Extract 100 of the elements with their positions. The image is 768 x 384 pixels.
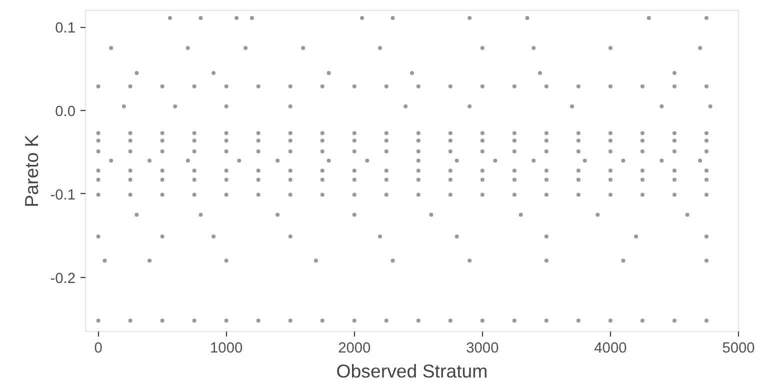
- point: [186, 158, 190, 163]
- point: [416, 192, 420, 197]
- point: [512, 138, 516, 143]
- point: [480, 318, 484, 323]
- point: [320, 149, 324, 154]
- point: [326, 158, 331, 163]
- point: [672, 149, 676, 154]
- point: [288, 168, 292, 173]
- point: [160, 192, 164, 197]
- point: [134, 212, 139, 217]
- point: [544, 318, 548, 323]
- point: [596, 212, 600, 217]
- point: [672, 131, 676, 136]
- point: [608, 46, 612, 50]
- point: [198, 212, 203, 217]
- point: [608, 138, 612, 143]
- point: [352, 192, 356, 197]
- point: [480, 178, 484, 182]
- point: [109, 46, 114, 50]
- point: [454, 158, 459, 163]
- point: [384, 149, 388, 154]
- point: [128, 168, 132, 173]
- point: [148, 258, 152, 263]
- point: [160, 84, 164, 88]
- x-axis-title: Observed Stratum: [336, 360, 488, 382]
- point: [621, 258, 626, 263]
- point: [128, 138, 132, 143]
- point: [576, 84, 580, 88]
- point: [96, 318, 100, 323]
- point: [704, 318, 708, 323]
- point: [378, 234, 382, 238]
- point: [640, 178, 644, 182]
- point: [416, 168, 420, 173]
- point: [468, 258, 472, 263]
- point: [416, 158, 420, 163]
- point: [96, 168, 100, 173]
- point: [102, 258, 107, 263]
- point: [224, 149, 228, 154]
- point: [134, 71, 139, 76]
- point: [672, 138, 676, 143]
- point: [704, 258, 708, 263]
- point: [544, 234, 548, 238]
- point: [512, 178, 516, 182]
- point: [212, 234, 216, 238]
- point: [352, 138, 356, 143]
- point: [256, 168, 260, 173]
- point: [544, 138, 548, 143]
- point: [640, 149, 644, 154]
- point: [672, 318, 676, 323]
- point: [544, 149, 548, 154]
- point: [320, 138, 324, 143]
- point: [128, 192, 132, 197]
- point: [96, 178, 100, 182]
- point: [416, 318, 420, 323]
- point: [384, 192, 388, 197]
- point: [256, 138, 260, 143]
- point: [224, 168, 228, 173]
- point: [640, 318, 644, 323]
- point: [544, 192, 548, 197]
- x-tick-label: 5000: [722, 340, 755, 356]
- point: [672, 192, 676, 197]
- point: [160, 168, 164, 173]
- point: [704, 16, 708, 20]
- point: [448, 178, 452, 182]
- point: [390, 258, 395, 263]
- point: [192, 178, 196, 182]
- point: [608, 168, 612, 173]
- point: [288, 131, 292, 136]
- point: [224, 84, 228, 88]
- point: [320, 178, 324, 182]
- point: [384, 178, 388, 182]
- point: [198, 16, 203, 20]
- point: [234, 16, 239, 20]
- point: [301, 46, 306, 50]
- point: [672, 71, 676, 76]
- point: [314, 258, 318, 263]
- point: [704, 138, 708, 143]
- point: [518, 212, 523, 217]
- point: [704, 131, 708, 136]
- point: [256, 131, 260, 136]
- point: [384, 131, 388, 136]
- point: [96, 234, 100, 238]
- point: [256, 149, 260, 154]
- point: [538, 71, 542, 76]
- point: [512, 192, 516, 197]
- point: [224, 192, 228, 197]
- point: [320, 318, 324, 323]
- point: [288, 138, 292, 143]
- point: [384, 138, 388, 143]
- point: [237, 158, 242, 163]
- point: [192, 168, 196, 173]
- x-tick-label: 2000: [338, 340, 371, 356]
- point: [256, 192, 260, 197]
- y-tick-label: -0.2: [50, 270, 76, 287]
- point: [660, 158, 664, 163]
- point: [634, 234, 638, 238]
- point: [320, 192, 324, 197]
- point: [576, 138, 580, 143]
- point: [160, 234, 164, 238]
- x-tick-label: 4000: [594, 340, 627, 356]
